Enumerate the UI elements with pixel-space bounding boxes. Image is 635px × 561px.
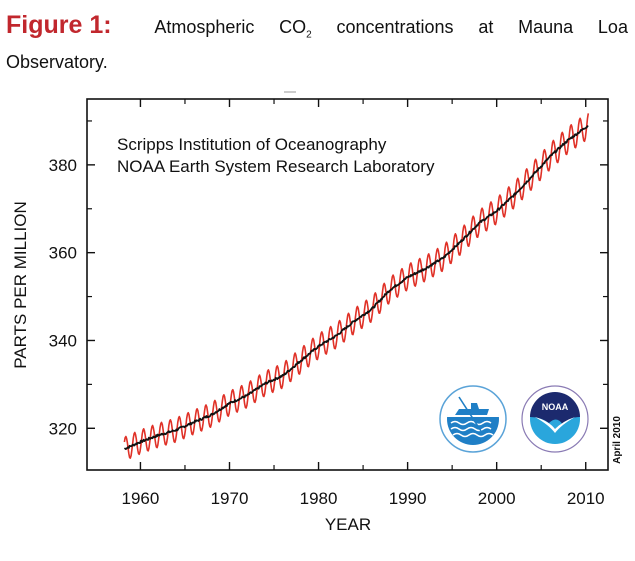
caption-word-co2: CO2 [279, 17, 312, 41]
date-stamp: April 2010 [612, 416, 623, 464]
caption-word: Atmospheric [154, 17, 255, 37]
trend-series-line [123, 125, 589, 450]
scripps-logo [439, 385, 507, 453]
caption-line-1: Figure 1: Atmospheric CO2 concentrations… [6, 12, 628, 49]
annotation-noaa: NOAA Earth System Research Laboratory [117, 157, 435, 176]
x-tick-label: 1980 [300, 489, 338, 508]
y-tick-label: 380 [49, 156, 77, 175]
x-tick-label: 1960 [122, 489, 160, 508]
x-tick-label: 1970 [211, 489, 249, 508]
caption-word: at [478, 17, 494, 37]
co2-subscript: 2 [306, 29, 312, 41]
figure-caption: Figure 1: Atmospheric CO2 concentrations… [6, 12, 628, 75]
plot-frame [86, 98, 609, 471]
y-axis-title: PARTS PER MILLION [11, 201, 30, 369]
noaa-logo: NOAA [521, 385, 589, 453]
y-tick-label: 320 [49, 419, 77, 438]
y-tick-label: 360 [49, 244, 77, 263]
caption-line-2: Observatory. [6, 51, 108, 72]
caption-word: Mauna [518, 17, 574, 37]
caption-word: concentrations [336, 17, 454, 37]
x-axis-title: YEAR [325, 515, 371, 534]
y-tick-label: 340 [49, 331, 77, 350]
noaa-logo-text: NOAA [542, 402, 569, 412]
annotation-scripps: Scripps Institution of Oceanography [117, 135, 387, 154]
x-tick-label: 2010 [567, 489, 605, 508]
x-tick-label: 2000 [478, 489, 516, 508]
caption-word: Loa [597, 17, 628, 37]
figure-label: Figure 1: [6, 11, 112, 39]
x-tick-label: 1990 [389, 489, 427, 508]
